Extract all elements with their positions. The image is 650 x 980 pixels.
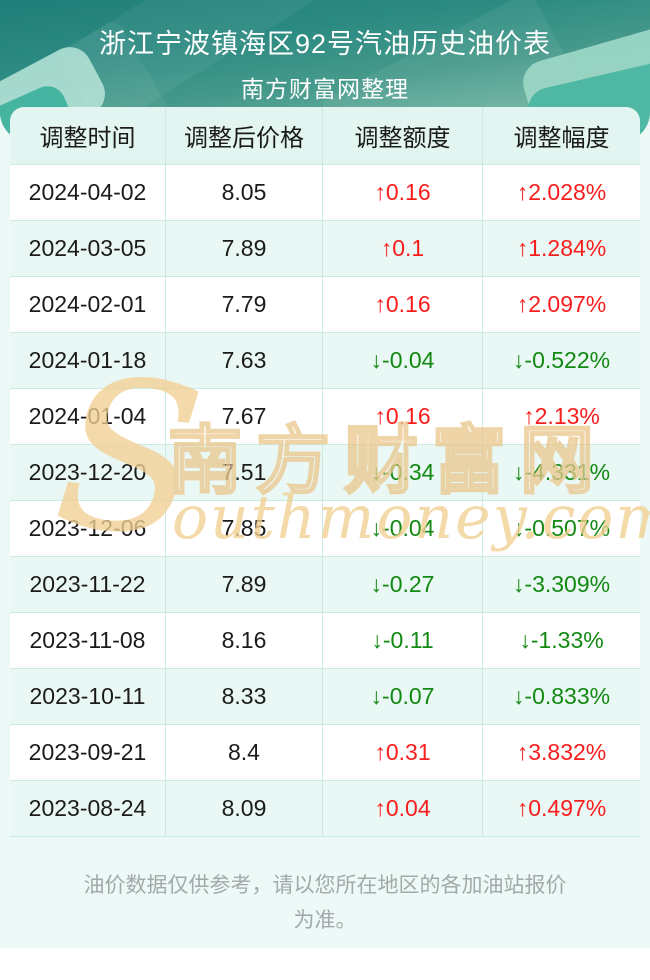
cell-date: 2023-08-24 — [10, 781, 166, 837]
table-row: 2023-12-06 7.85 ↓-0.04 ↓-0.507% — [10, 501, 640, 557]
cell-price: 7.85 — [166, 501, 323, 557]
cell-date: 2023-11-08 — [10, 613, 166, 669]
cell-price: 8.33 — [166, 669, 323, 725]
cell-price: 8.4 — [166, 725, 323, 781]
cell-percent: ↑0.497% — [483, 781, 640, 837]
column-header-percent: 调整幅度 — [483, 107, 640, 165]
price-table: 调整时间 调整后价格 调整额度 调整幅度 2024-04-02 8.05 ↑0.16… — [10, 107, 640, 837]
cell-date: 2023-12-06 — [10, 501, 166, 557]
cell-change: ↓-0.34 — [323, 445, 483, 501]
cell-change: ↑0.16 — [323, 277, 483, 333]
cell-date: 2023-09-21 — [10, 725, 166, 781]
cell-percent: ↓-1.33% — [483, 613, 640, 669]
cell-date: 2024-03-05 — [10, 221, 166, 277]
cell-percent: ↓-0.833% — [483, 669, 640, 725]
table-body: 2024-04-02 8.05 ↑0.16 ↑2.028% 2024-03-05 7.89… — [10, 165, 640, 837]
column-header-date: 调整时间 — [10, 107, 166, 165]
disclaimer-note: 油价数据仅供参考，请以您所在地区的各加油站报价为准。 — [83, 874, 567, 932]
cell-date: 2023-12-20 — [10, 445, 166, 501]
cell-change: ↓-0.04 — [323, 501, 483, 557]
column-header-price: 调整后价格 — [166, 107, 323, 165]
cell-change: ↑0.31 — [323, 725, 483, 781]
cell-price: 7.67 — [166, 389, 323, 445]
cell-change: ↓-0.04 — [323, 333, 483, 389]
table-row: 2023-09-21 8.4 ↑0.31 ↑3.832% — [10, 725, 640, 781]
table-row: 2024-03-05 7.89 ↑0.1 ↑1.284% — [10, 221, 640, 277]
cell-date: 2024-04-02 — [10, 165, 166, 221]
table-header-row: 调整时间 调整后价格 调整额度 调整幅度 — [10, 107, 640, 165]
cell-percent: ↑1.284% — [483, 221, 640, 277]
cell-change: ↓-0.07 — [323, 669, 483, 725]
cell-percent: ↑2.13% — [483, 389, 640, 445]
cell-price: 7.51 — [166, 445, 323, 501]
table-row: 2024-01-04 7.67 ↑0.16 ↑2.13% — [10, 389, 640, 445]
table-row: 2024-04-02 8.05 ↑0.16 ↑2.028% — [10, 165, 640, 221]
cell-percent: ↓-0.522% — [483, 333, 640, 389]
cell-price: 8.05 — [166, 165, 323, 221]
cell-date: 2024-01-04 — [10, 389, 166, 445]
cell-price: 8.16 — [166, 613, 323, 669]
column-header-change: 调整额度 — [323, 107, 483, 165]
cell-change: ↓-0.27 — [323, 557, 483, 613]
cell-change: ↑0.1 — [323, 221, 483, 277]
cell-price: 7.89 — [166, 557, 323, 613]
cell-percent: ↑2.097% — [483, 277, 640, 333]
table-row: 2023-10-11 8.33 ↓-0.07 ↓-0.833% — [10, 669, 640, 725]
cell-change: ↑0.16 — [323, 165, 483, 221]
cell-price: 7.63 — [166, 333, 323, 389]
cell-change: ↑0.04 — [323, 781, 483, 837]
cell-percent: ↑2.028% — [483, 165, 640, 221]
table-row: 2024-02-01 7.79 ↑0.16 ↑2.097% — [10, 277, 640, 333]
page-subtitle: 南方财富网整理 — [241, 76, 409, 102]
cell-date: 2024-02-01 — [10, 277, 166, 333]
cell-percent: ↓-3.309% — [483, 557, 640, 613]
cell-price: 7.89 — [166, 221, 323, 277]
page-title: 浙江宁波镇海区92号汽油历史油价表 — [98, 29, 552, 59]
table-row: 2023-12-20 7.51 ↓-0.34 ↓-4.331% — [10, 445, 640, 501]
cell-date: 2023-10-11 — [10, 669, 166, 725]
table-row: 2023-11-08 8.16 ↓-0.11 ↓-1.33% — [10, 613, 640, 669]
cell-change: ↑0.16 — [323, 389, 483, 445]
cell-change: ↓-0.11 — [323, 613, 483, 669]
cell-percent: ↓-4.331% — [483, 445, 640, 501]
cell-percent: ↓-0.507% — [483, 501, 640, 557]
table-row: 2023-08-24 8.09 ↑0.04 ↑0.497% — [10, 781, 640, 837]
cell-price: 8.09 — [166, 781, 323, 837]
cell-price: 7.79 — [166, 277, 323, 333]
cell-date: 2023-11-22 — [10, 557, 166, 613]
cell-percent: ↑3.832% — [483, 725, 640, 781]
table-row: 2023-11-22 7.89 ↓-0.27 ↓-3.309% — [10, 557, 640, 613]
cell-date: 2024-01-18 — [10, 333, 166, 389]
table-row: 2024-01-18 7.63 ↓-0.04 ↓-0.522% — [10, 333, 640, 389]
